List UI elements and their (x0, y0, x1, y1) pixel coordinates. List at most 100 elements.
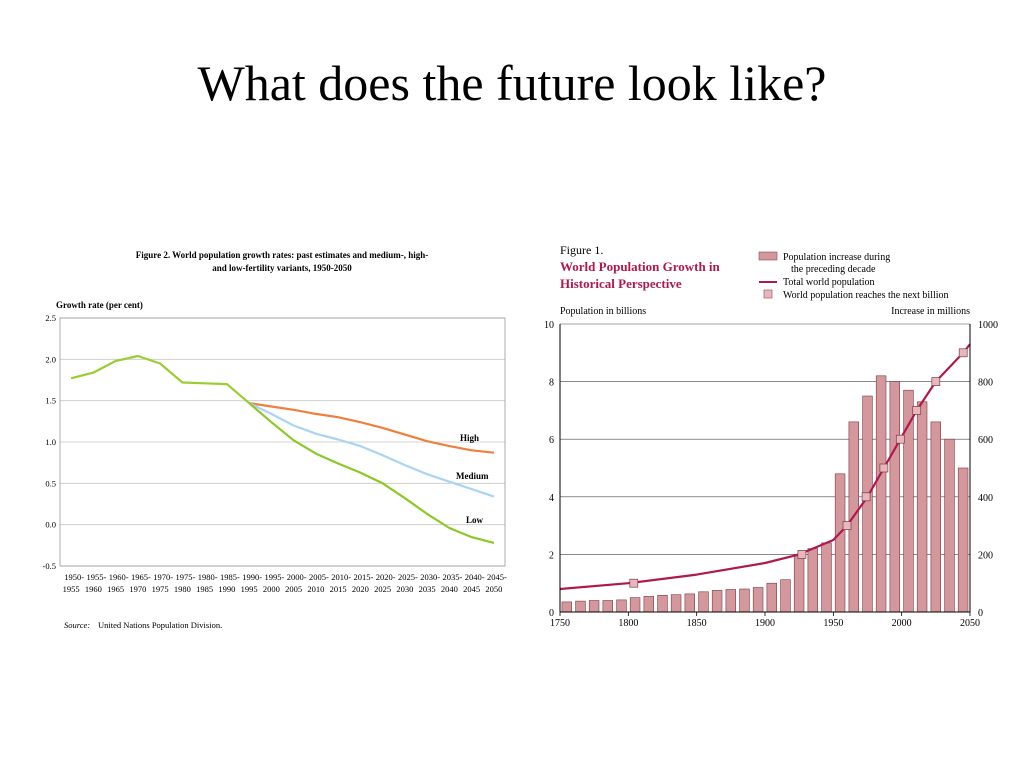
series-label-medium: Medium (456, 471, 489, 481)
fig1-bar (766, 582, 777, 613)
fig2-gridlines (59, 317, 506, 567)
fig1-billion-marker (958, 348, 968, 358)
fig2-series-line-medium (248, 402, 495, 498)
fig2-x-tick-top: 2030- (420, 572, 440, 582)
fig1-bar (944, 438, 955, 613)
fig2-x-tick-bottom: 1965 (107, 584, 124, 594)
fig1-bar (752, 587, 764, 613)
fig2-plot-frame (59, 317, 506, 567)
fig2-x-tick-top: 2005- (309, 572, 329, 582)
fig2-x-tick-bottom: 2025 (374, 584, 391, 594)
fig1-right-tick-label: 600 (978, 435, 993, 446)
fig1-bar (834, 473, 846, 613)
fig2-x-tick-top: 1970- (153, 572, 173, 582)
fig1-bar (889, 381, 900, 613)
fig1-billion-marker (842, 521, 852, 530)
fig1-billion-marker (895, 434, 905, 444)
fig2-x-tick-bottom: 1985 (196, 584, 213, 594)
fig2-y-tick-label: -0.5 (43, 561, 56, 571)
fig2-x-tick-top: 1985- (220, 572, 240, 582)
fig2-x-tick-top: 2000- (287, 572, 307, 582)
fig1-x-tick-label: 2000 (892, 618, 912, 629)
fig2-series-line-past-estimates (70, 354, 250, 404)
fig1-right-tick-label: 800 (978, 378, 993, 389)
fig2-x-tick-top: 1950- (64, 572, 84, 582)
fig1-billion-marker (931, 377, 941, 386)
fig2-x-tick-top: 2020- (376, 572, 396, 582)
fig2-x-tick-top: 1990- (242, 572, 262, 582)
fig1-billion-marker (629, 578, 639, 588)
fig2-series-line-low (248, 402, 495, 544)
fig1-left-axis-label: Population in billions (560, 306, 646, 317)
fig1-left-tick-label: 8 (549, 378, 554, 389)
fig2-x-tick-top: 2010- (331, 572, 351, 582)
fig2-x-tick-bottom: 2015 (330, 584, 347, 594)
slide-title: What does the future look like? (197, 55, 827, 111)
fig1-bar (657, 594, 668, 613)
fig1-x-tick-label: 1800 (618, 618, 638, 629)
fig2-y-axis-label: Growth rate (per cent) (56, 300, 143, 310)
fig1-bar (957, 467, 969, 613)
fig1-right-tick-label: 0 (978, 608, 983, 619)
series-label-high: High (460, 433, 479, 443)
fig2-x-tick-bottom: 2050 (485, 584, 502, 594)
fig2-x-tick-bottom: 2030 (396, 584, 413, 594)
fig1-left-tick-label: 4 (549, 493, 554, 504)
fig1-right-tick-label: 200 (978, 550, 993, 561)
fig2-x-tick-bottom: 2040 (441, 584, 458, 594)
fig2-y-tick-label: 2.5 (45, 313, 56, 323)
fig1-billion-markers (629, 348, 968, 588)
fig1-bar (602, 600, 614, 613)
fig2-x-tick-top: 2045- (487, 572, 507, 582)
fig1-x-tick-labels: 1750 1800 1850 1900 1950 2000 2050 (550, 618, 980, 629)
fig2-x-tick-bottom: 2035 (419, 584, 436, 594)
fig1-title-line2: Historical Perspective (560, 276, 682, 291)
fig1-right-tick-label: 400 (978, 493, 993, 504)
legend-marker-swatch (763, 289, 773, 299)
fig2-y-tick-label: 0.5 (45, 478, 56, 488)
fig2-x-tick-top: 1955- (86, 572, 106, 582)
fig1-x-tick-label: 1950 (823, 618, 843, 629)
fig2-y-tick-labels: 2.5 2.0 1.5 1.0 0.5 0.0 -0.5 (43, 313, 56, 571)
fig1-bar (821, 542, 832, 613)
fig2-series-line-high (248, 402, 495, 454)
legend-line-label: Total world population (783, 277, 875, 288)
fig2-x-tick-bottom: 1960 (85, 584, 102, 594)
fig1-bar (916, 401, 928, 613)
fig1-title-line1: World Population Growth in (560, 259, 721, 274)
fig1-left-tick-label: 2 (549, 550, 554, 561)
series-label-low: Low (466, 515, 484, 525)
fig1-bar (561, 601, 572, 613)
population-growth-chart: Figure 1. World Population Growth in His… (544, 243, 998, 629)
fig1-bar (575, 600, 586, 613)
fig2-y-tick-label: 0.0 (45, 520, 56, 530)
fig2-x-tick-top: 2015- (353, 572, 373, 582)
fig2-x-tick-top: 1975- (175, 572, 195, 582)
fig2-x-tick-bottom: 1995 (241, 584, 258, 594)
fig1-x-tick-label: 1850 (687, 618, 707, 629)
fig2-x-tick-bottom: 2010 (307, 584, 324, 594)
fig2-x-tick-top: 1960- (109, 572, 129, 582)
fig2-x-tick-labels: 1950- 1955 1955- 1960 1960- 1965 1965- 1970 1970… (63, 572, 507, 594)
fig1-bar (616, 599, 627, 613)
fig1-x-tick-label: 2050 (960, 618, 980, 629)
fig1-bar (698, 591, 709, 613)
fig1-bar (711, 590, 723, 613)
fig2-x-tick-top: 2040- (465, 572, 485, 582)
fig1-billion-marker (879, 463, 889, 473)
fig1-left-tick-label: 10 (544, 320, 554, 331)
fig1-right-tick-label: 1000 (978, 320, 998, 331)
fig1-bar (875, 375, 887, 613)
fig1-bar (684, 593, 695, 613)
fig1-billion-marker (797, 550, 807, 559)
fig2-x-tick-bottom: 2020 (352, 584, 369, 594)
fig1-bar (629, 597, 641, 613)
legend-marker-label: World population reaches the next billio… (783, 290, 949, 301)
fig1-left-tick-label: 0 (549, 608, 554, 619)
fig2-series-lines (70, 354, 495, 544)
fig1-x-tick-label: 1750 (550, 618, 570, 629)
fig2-x-tick-bottom: 1990 (218, 584, 235, 594)
fig1-figure-label: Figure 1. (560, 243, 603, 257)
fig1-bar (930, 421, 941, 613)
fig2-x-tick-bottom: 2045 (463, 584, 480, 594)
